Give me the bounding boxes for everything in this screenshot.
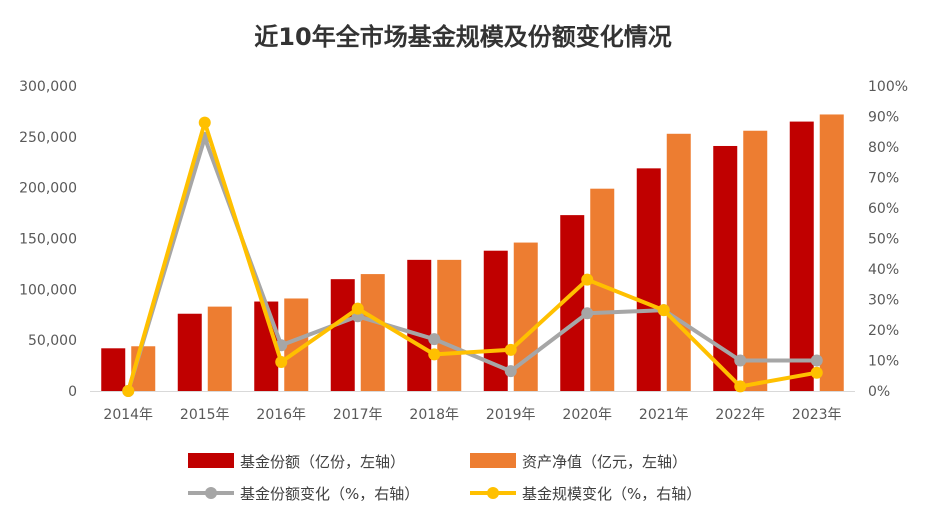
- line-series-1-point: [734, 354, 747, 367]
- y-right-tick-label: 100%: [868, 79, 908, 95]
- y-right-tick-label: 80%: [868, 140, 899, 156]
- line-series-2: [126, 120, 819, 393]
- y-left-tick-label: 150,000: [19, 232, 77, 248]
- chart-title: 近10年全市场基金规模及份额变化情况: [254, 23, 671, 51]
- y-right-tick-label: 90%: [868, 110, 899, 126]
- line-series-2-point: [734, 380, 747, 393]
- y-left-tick-label: 250,000: [19, 130, 77, 146]
- line-series-2-point: [351, 302, 364, 315]
- y-right-tick-label: 20%: [868, 323, 899, 339]
- line-series-1-point: [428, 333, 441, 346]
- left-axis: 0 50,000 100,000 150,000 200,000 250,000 300,0…: [19, 79, 77, 400]
- x-tick-label: 2017年: [333, 407, 383, 423]
- y-left-tick-label: 200,000: [19, 181, 77, 197]
- legend-label: 基金规模变化（%，右轴）: [522, 485, 701, 503]
- y-left-tick-label: 300,000: [19, 79, 77, 95]
- bar-series-2: [437, 259, 462, 391]
- line-marks: [122, 116, 823, 397]
- bar-series-1: [789, 121, 814, 391]
- legend-label: 基金份额变化（%，右轴）: [240, 485, 419, 503]
- y-right-tick-label: 70%: [868, 171, 899, 187]
- bar-series-1: [636, 168, 661, 391]
- y-left-tick-label: 0: [68, 384, 77, 400]
- y-right-tick-label: 10%: [868, 354, 899, 370]
- legend-swatch: [188, 453, 234, 468]
- y-right-tick-label: 0%: [868, 384, 890, 400]
- line-series-1-point: [810, 354, 823, 367]
- bar-series-2: [360, 274, 385, 391]
- x-tick-label: 2021年: [639, 407, 689, 423]
- line-series-2-point: [198, 116, 211, 129]
- bar-series-2: [207, 306, 232, 391]
- line-series-2-point: [810, 366, 823, 379]
- x-tick-label: 2020年: [562, 407, 612, 423]
- x-axis: 2014年 2015年 2016年 2017年 2018年 2019年 2020年 2021年…: [103, 407, 841, 423]
- x-tick-label: 2018年: [409, 407, 459, 423]
- y-right-tick-label: 30%: [868, 293, 899, 309]
- x-tick-label: 2015年: [180, 407, 230, 423]
- bar-series-2: [743, 130, 768, 391]
- line-series-2-point: [275, 356, 288, 369]
- y-left-tick-label: 50,000: [28, 333, 77, 349]
- legend-marker: [205, 487, 217, 499]
- legend: 基金份额（亿份，左轴） 资产净值（亿元，左轴） 基金份额变化（%，右轴） 基金规模变化…: [188, 453, 701, 503]
- legend-label: 基金份额（亿份，左轴）: [240, 453, 405, 471]
- y-right-tick-label: 60%: [868, 201, 899, 217]
- line-series-2-point: [122, 385, 135, 397]
- y-right-tick-label: 50%: [868, 232, 899, 248]
- line-series-2-point: [428, 348, 441, 361]
- legend-label: 资产净值（亿元，左轴）: [522, 453, 687, 471]
- x-tick-label: 2019年: [486, 407, 536, 423]
- line-series-1-point: [504, 365, 517, 378]
- bar-series-2: [819, 114, 844, 391]
- line-series-1-point: [581, 307, 594, 320]
- bar-series-2: [513, 242, 538, 391]
- bar-series-1: [407, 259, 432, 391]
- legend-marker: [487, 487, 499, 499]
- bar-series-1: [101, 348, 126, 391]
- x-tick-label: 2016年: [256, 407, 306, 423]
- x-tick-label: 2022年: [715, 407, 765, 423]
- x-tick-label: 2014年: [103, 407, 153, 423]
- bar-series-1: [177, 313, 202, 391]
- y-right-tick-label: 40%: [868, 262, 899, 278]
- right-axis: 0% 10% 20% 30% 40% 50% 60% 70% 80% 90% 100%: [868, 79, 908, 400]
- line-series-2-point: [657, 304, 670, 317]
- legend-swatch: [470, 453, 516, 468]
- x-tick-label: 2023年: [792, 407, 842, 423]
- y-left-tick-label: 100,000: [19, 282, 77, 298]
- line-series-2-point: [504, 343, 517, 356]
- bar-series-2: [666, 133, 691, 392]
- line-series-2-point: [581, 273, 594, 286]
- bar-series-1: [330, 279, 355, 391]
